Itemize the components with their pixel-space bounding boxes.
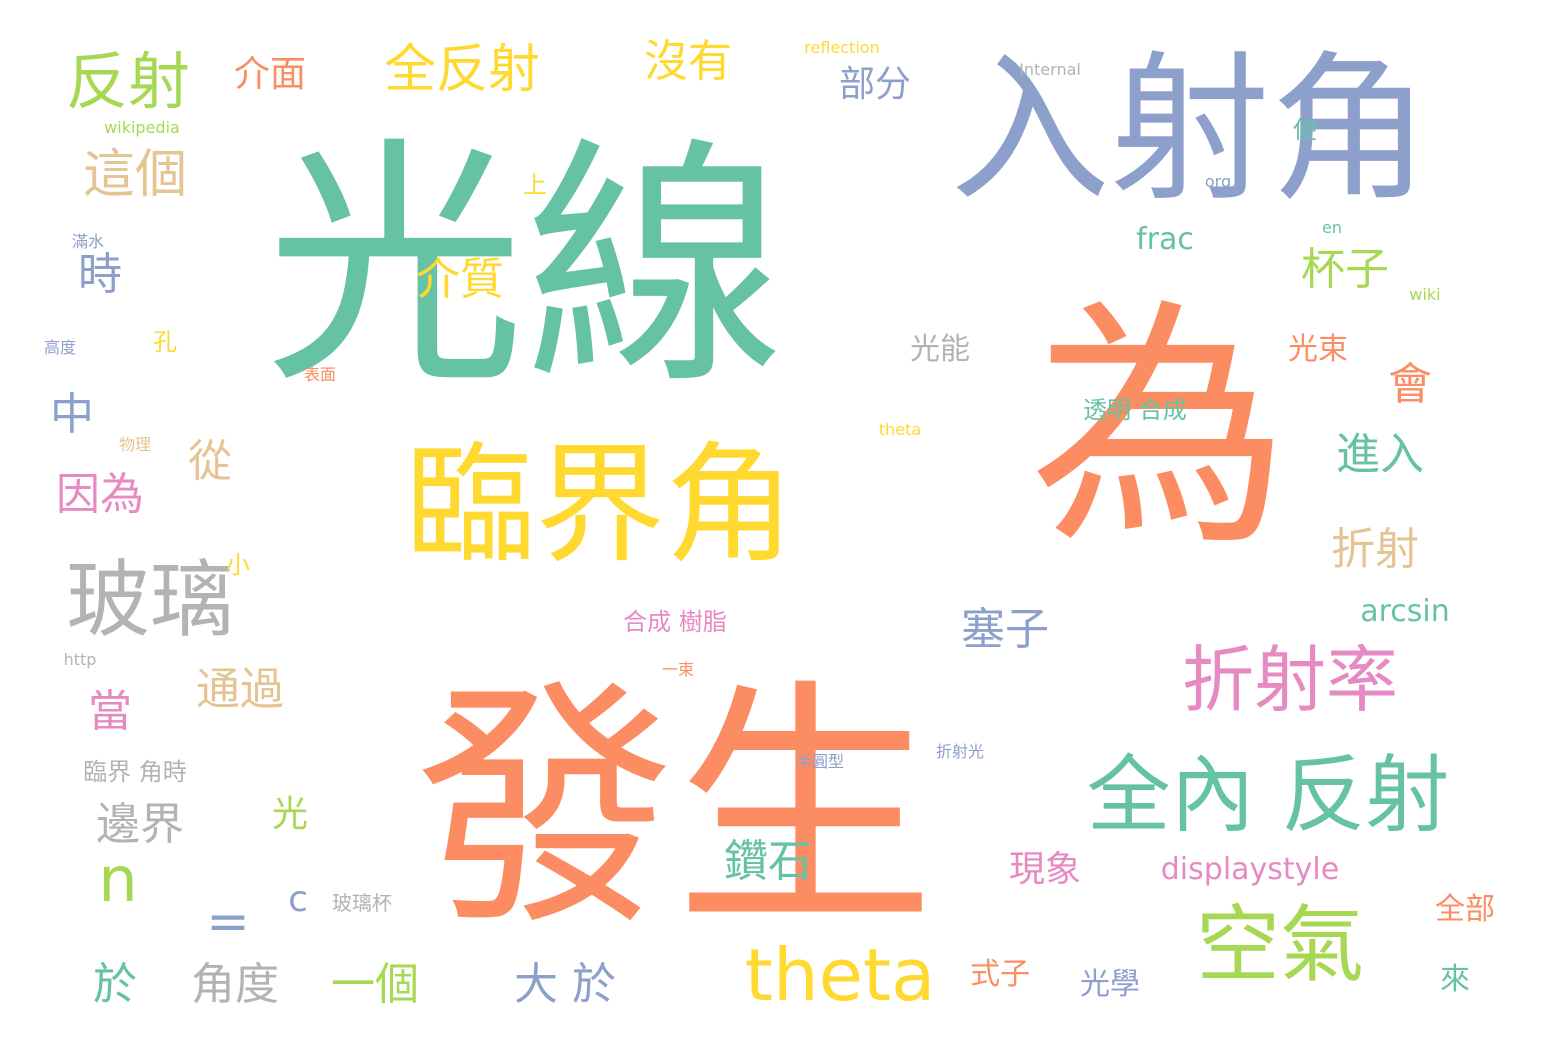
word: 上: [523, 171, 547, 199]
word: 杯子: [1301, 244, 1389, 295]
word: 於: [93, 959, 137, 1010]
word: 空氣: [1195, 896, 1365, 994]
word: 光線: [265, 117, 785, 419]
word: 全反射: [383, 40, 541, 100]
word: 這個: [82, 145, 188, 205]
word: en: [1322, 218, 1342, 237]
word: c: [288, 879, 308, 920]
word: reflection: [804, 38, 880, 57]
word: 當: [88, 686, 132, 737]
word: =: [206, 892, 250, 952]
word: 大 於: [514, 959, 616, 1010]
word: 介面: [233, 54, 307, 95]
word: 中: [50, 389, 94, 440]
word: 臨界角: [404, 429, 796, 581]
word: arcsin: [1360, 594, 1450, 629]
word: 入射角: [949, 36, 1431, 223]
word: displaystyle: [1160, 852, 1340, 887]
word: n: [98, 843, 138, 916]
word: 來: [1440, 962, 1470, 997]
word: 反射: [65, 45, 191, 118]
word: 半圓型: [795, 752, 845, 771]
word: 光能: [910, 332, 970, 367]
word: Internal: [1019, 60, 1081, 79]
word: theta: [878, 420, 922, 439]
word: 光學: [1080, 967, 1140, 1002]
word: 折射光: [935, 742, 985, 761]
word: 表面: [303, 365, 337, 384]
word: 為: [984, 290, 1286, 550]
word: 會: [1388, 359, 1432, 410]
word: 全部: [1435, 892, 1495, 927]
word: 一束: [661, 660, 695, 679]
word: http: [63, 650, 97, 669]
word: 折射: [1331, 524, 1419, 575]
word: wiki: [1409, 285, 1441, 304]
word: 因為: [56, 469, 144, 520]
word: 角度: [191, 959, 279, 1010]
word: 發生: [415, 659, 935, 961]
word: 時: [78, 249, 122, 300]
word: 沒有: [644, 36, 732, 87]
word: 部分: [838, 64, 912, 105]
word: 式子: [970, 957, 1030, 992]
word: 玻璃杯: [332, 891, 392, 915]
word: 小: [226, 551, 250, 579]
word: theta: [744, 933, 936, 1017]
word: 物理: [118, 435, 152, 454]
word: 邊界: [96, 799, 184, 850]
word: 透明 合成: [1083, 396, 1187, 424]
word: frac: [1136, 222, 1194, 257]
word: 現象: [1008, 849, 1082, 890]
word: 滿水: [71, 232, 105, 251]
word: 臨界 角時: [83, 758, 187, 786]
word: 介質: [416, 254, 504, 305]
word: 一個: [331, 959, 419, 1010]
word: org: [1204, 172, 1232, 191]
word: 全內 反射: [1086, 746, 1450, 844]
word: 孔: [153, 328, 177, 356]
word: 通過: [196, 664, 284, 715]
word: 合成 樹脂: [623, 608, 727, 636]
word: 光束: [1288, 332, 1348, 367]
word: 使: [1293, 116, 1317, 144]
word: wikipedia: [104, 118, 180, 137]
word: 鑽石: [724, 836, 812, 887]
word: 折射率: [1181, 638, 1399, 722]
word: 光: [271, 794, 309, 835]
word: 高度: [43, 338, 77, 357]
word: 從: [188, 436, 232, 487]
word: 塞子: [961, 604, 1049, 655]
word: 玻璃: [65, 551, 235, 649]
word: 進入: [1336, 429, 1424, 480]
